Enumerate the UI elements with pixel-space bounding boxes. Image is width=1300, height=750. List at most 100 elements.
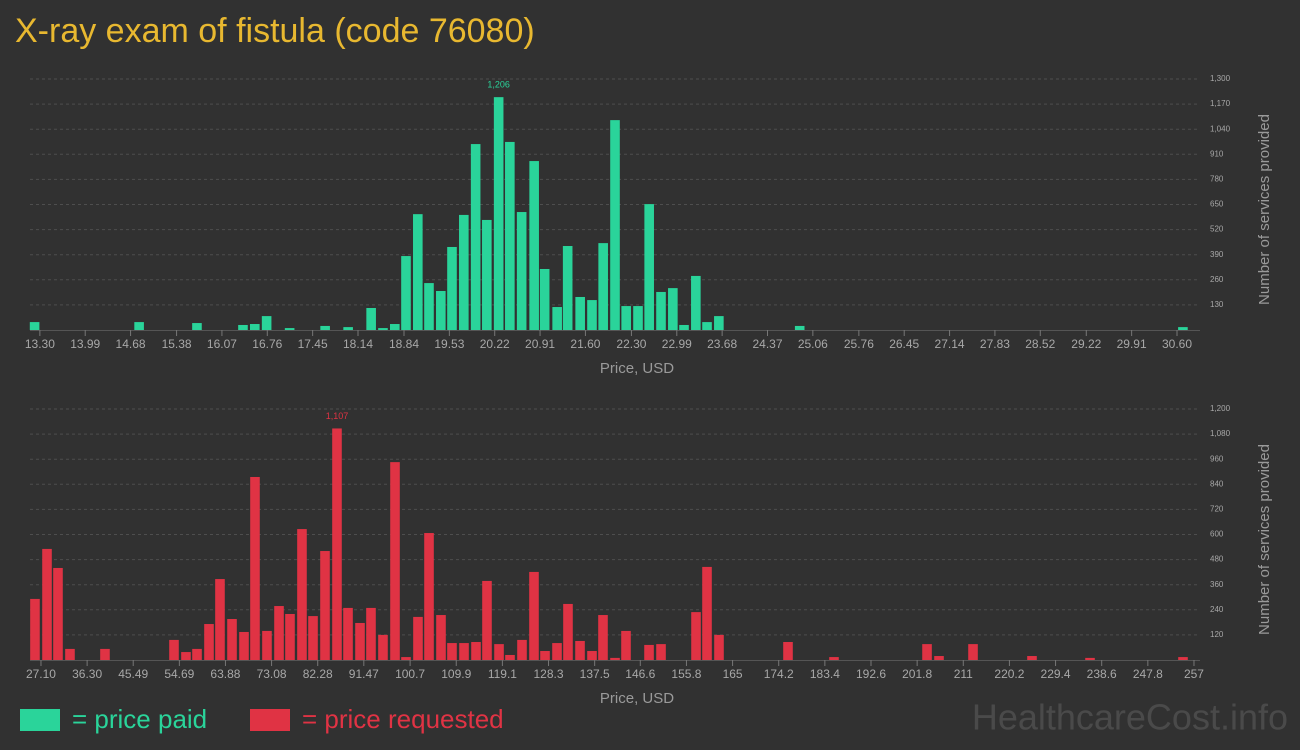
y-tick-label: 130 [1210,300,1224,309]
bar [459,643,469,660]
bar [575,296,585,330]
y-axis-label: Number of services provided [1256,444,1273,635]
bar [621,630,631,660]
bar [493,97,504,330]
bar [261,316,272,330]
x-tick-label: 137.5 [580,667,610,681]
x-tick-label: 155.8 [671,667,701,681]
bar [552,307,562,330]
bar [552,643,562,660]
x-tick-label: 22.99 [662,337,692,351]
bar [668,288,678,330]
bar [320,551,330,660]
x-tick-label: 109.9 [441,667,471,681]
watermark: HealthcareCost.info [972,697,1288,738]
bar [413,616,423,660]
bar [53,567,63,660]
bar [284,328,295,330]
bar [192,648,202,660]
y-tick-label: 240 [1210,605,1224,614]
x-tick-label: 23.68 [707,337,737,351]
bar [447,643,457,660]
bar [378,634,388,660]
x-tick-label: 24.37 [752,337,782,351]
x-tick-label: 82.28 [303,667,333,681]
y-tick-label: 840 [1210,479,1224,488]
x-tick-label: 128.3 [534,667,564,681]
bar [598,615,608,660]
x-tick-label: 45.49 [118,667,148,681]
bar [1027,656,1037,660]
y-tick-label: 650 [1210,200,1224,209]
bar [378,328,388,330]
x-tick-label: 18.14 [343,337,373,351]
x-tick-label: 119.1 [488,667,517,681]
bar [702,322,712,330]
bar [65,648,75,660]
x-tick-label: 36.30 [72,667,102,681]
y-tick-label: 390 [1210,250,1224,259]
bar [702,566,712,660]
x-tick-label: 15.38 [162,337,192,351]
x-tick-label: 21.60 [570,337,600,351]
page-title: X-ray exam of fistula (code 76080) [15,12,535,50]
x-tick-label: 25.06 [798,337,828,351]
bar [598,243,608,330]
bar [262,630,272,660]
bar [238,324,248,330]
x-tick-label: 17.45 [298,337,328,351]
bar [274,606,284,660]
x-tick-label: 174.2 [764,667,794,681]
x-tick-label: 238.6 [1087,667,1117,681]
bar [424,283,434,330]
x-tick-label: 14.68 [116,337,146,351]
bar [436,290,446,330]
bar [1085,657,1095,660]
x-tick-label: 211 [954,667,973,681]
x-tick-label: 28.52 [1025,337,1055,351]
bar [447,246,457,330]
y-tick-label: 1,170 [1210,99,1231,108]
y-axis-label: Number of services provided [1256,114,1273,305]
bar [679,324,689,330]
bar [401,256,411,330]
bar [1178,327,1188,330]
y-tick-label: 960 [1210,454,1224,463]
x-tick-label: 27.14 [935,337,965,351]
x-tick-label: 73.08 [257,667,287,681]
bar [204,624,214,660]
bar [239,631,249,660]
bar [42,548,52,660]
bar [250,476,260,660]
bar [134,322,144,330]
bar [783,642,793,660]
bar [644,644,654,660]
x-axis-label: Price, USD [600,360,674,377]
bar [297,529,307,660]
bar [355,622,365,660]
y-tick-label: 910 [1210,149,1224,158]
x-tick-label: 19.53 [434,337,464,351]
bar [401,657,411,660]
bar [215,579,225,660]
x-tick-label: 220.2 [994,667,1024,681]
y-tick-label: 600 [1210,530,1224,539]
bar [482,219,492,330]
x-tick-label: 183.4 [810,667,840,681]
bar [471,642,481,660]
legend-swatch [20,709,60,731]
bar [610,120,620,330]
bar [436,615,446,660]
x-tick-label: 22.30 [616,337,646,351]
bar [343,607,353,660]
y-tick-label: 360 [1210,580,1224,589]
bar [587,300,597,330]
bar [633,306,643,330]
data-label: 1,206 [487,80,510,90]
y-tick-label: 520 [1210,225,1224,234]
bar [516,212,527,330]
y-tick-label: 260 [1210,275,1224,284]
legend-label: = price paid [72,704,207,734]
x-tick-label: 13.30 [25,337,55,351]
bar [308,616,318,660]
